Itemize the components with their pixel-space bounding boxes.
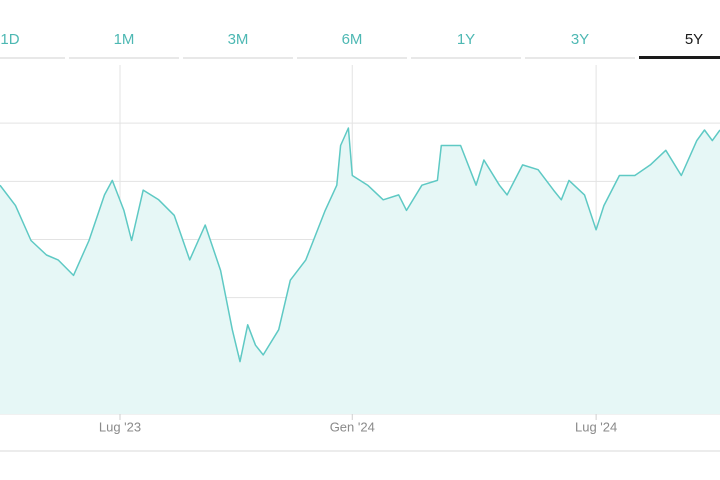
x-tick-label: Gen '24 <box>330 419 375 434</box>
price-line <box>0 127 720 363</box>
x-tick-label: Lug '23 <box>99 419 141 434</box>
area-fill <box>0 128 720 414</box>
tab-underline <box>411 57 521 59</box>
tab-underline <box>69 57 179 59</box>
tab-underline <box>525 57 635 59</box>
range-tab[interactable]: 3Y <box>571 31 589 48</box>
tab-underline <box>639 56 720 59</box>
range-tab[interactable]: 3M <box>228 31 249 48</box>
range-tab[interactable]: 1Y <box>457 31 475 48</box>
tab-underline <box>297 57 407 59</box>
range-tab[interactable]: 5Y <box>685 31 703 48</box>
range-tab[interactable]: 1D <box>0 31 19 48</box>
x-tick-label: Lug '24 <box>575 419 617 434</box>
range-tab[interactable]: 6M <box>342 31 363 48</box>
tab-underline <box>183 57 293 59</box>
tab-underline <box>0 57 65 59</box>
range-tab[interactable]: 1M <box>114 31 135 48</box>
